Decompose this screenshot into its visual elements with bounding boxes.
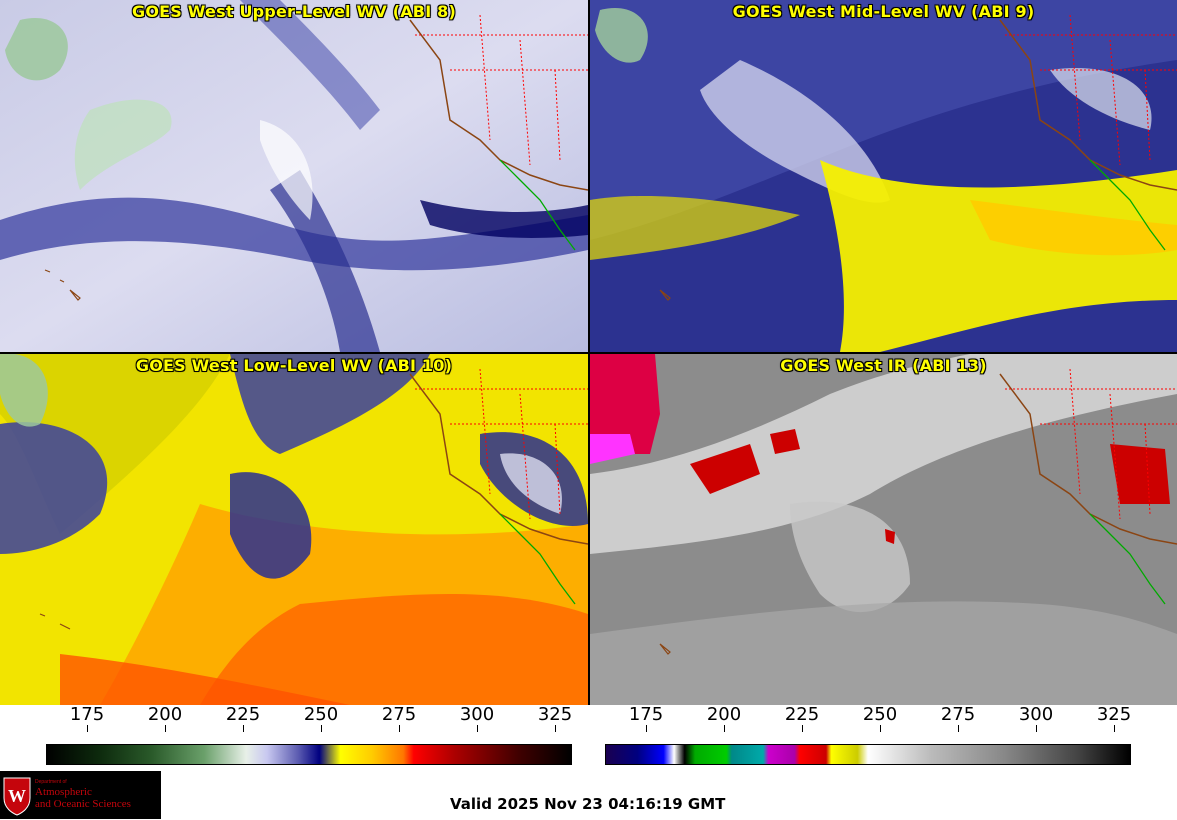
colorbar-tick-label: 275 [940,704,976,725]
low-level-wv-image [0,354,588,705]
upper-level-wv-panel: GOES West Upper-Level WV (ABI 8) [0,0,588,352]
low-level-wv-panel: GOES West Low-Level WV (ABI 10) [0,354,588,705]
colorbar-tick-label: 250 [862,704,898,725]
ir-colorbar: 175 200 225 250 275 300 325 [605,704,1132,767]
colorbar-tick-label: 175 [69,704,105,725]
svg-text:W: W [8,786,26,806]
colorbar-tick-label: 300 [1018,704,1054,725]
colorbar-tick-label: 225 [784,704,820,725]
colorbar-tick [477,725,478,732]
colorbar-tick [243,725,244,732]
wv-colorbar-gradient [46,744,572,765]
mid-level-wv-panel: GOES West Mid-Level WV (ABI 9) [590,0,1177,352]
colorbar-tick-label: 200 [706,704,742,725]
ir-panel: GOES West IR (ABI 13) [590,354,1177,705]
mid-level-wv-title: GOES West Mid-Level WV (ABI 9) [732,2,1035,21]
wv-colorbar-ticks: 175 200 225 250 275 300 325 [46,704,573,745]
colorbar-tick-label: 200 [147,704,183,725]
panel-divider-horizontal [0,352,1177,354]
low-level-wv-title: GOES West Low-Level WV (ABI 10) [135,356,453,375]
colorbar-tick [958,725,959,732]
colorbar-tick [724,725,725,732]
upper-level-wv-image [0,0,588,352]
colorbar-tick-label: 225 [225,704,261,725]
colorbar-tick [321,725,322,732]
ir-colorbar-gradient [605,744,1131,765]
colorbar-tick [802,725,803,732]
colorbar-tick-label: 250 [303,704,339,725]
colorbar-tick [646,725,647,732]
uw-crest-icon: W [3,777,31,816]
colorbar-tick [555,725,556,732]
valid-time: Valid 2025 Nov 23 04:16:19 GMT [450,795,726,813]
logo-line2: and Oceanic Sciences [35,798,131,810]
mid-level-wv-image [590,0,1177,352]
aos-logo: W Department of Atmospheric and Oceanic … [0,771,161,819]
colorbar-tick-label: 275 [381,704,417,725]
colorbar-tick [165,725,166,732]
colorbar-tick-label: 325 [1096,704,1132,725]
colorbar-tick-label: 325 [537,704,573,725]
ir-title: GOES West IR (ABI 13) [780,356,987,375]
wv-colorbar: 175 200 225 250 275 300 325 [46,704,573,767]
colorbar-tick [87,725,88,732]
upper-level-wv-title: GOES West Upper-Level WV (ABI 8) [132,2,456,21]
colorbar-tick [399,725,400,732]
ir-colorbar-ticks: 175 200 225 250 275 300 325 [605,704,1132,745]
ir-image [590,354,1177,705]
colorbar-tick-label: 175 [628,704,664,725]
colorbar-tick [880,725,881,732]
logo-dept-text: Department of [35,779,67,785]
logo-line1: Atmospheric [35,786,92,798]
colorbar-tick [1114,725,1115,732]
colorbar-tick-label: 300 [459,704,495,725]
colorbar-tick [1036,725,1037,732]
